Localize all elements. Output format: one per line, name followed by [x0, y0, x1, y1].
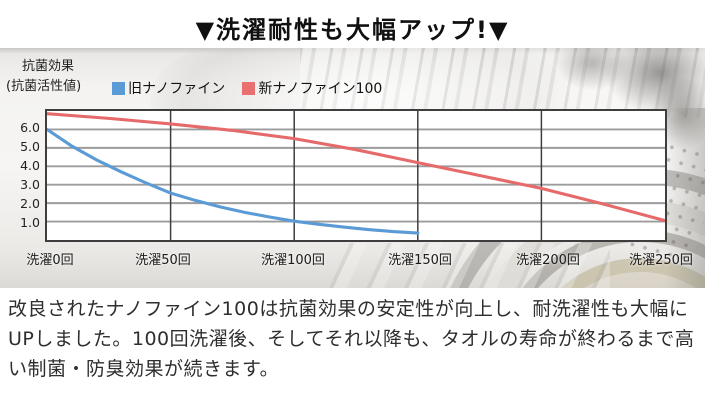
legend-swatch-icon	[112, 81, 125, 95]
series-line	[47, 127, 420, 235]
legend-label: 新ナノファイン100	[258, 81, 383, 97]
line-chart-svg	[47, 111, 665, 240]
y-axis-tick-label: 4.0	[20, 158, 40, 173]
chart-plot-area	[45, 109, 667, 242]
x-axis-tick-label: 洗濯150回	[388, 253, 452, 268]
y-axis-title: 抗菌効果 (抗菌活性値)	[6, 57, 81, 97]
photo-right-shade	[665, 108, 705, 288]
legend-swatch-icon	[242, 81, 256, 95]
y-axis-tick-label: 1.0	[20, 215, 40, 230]
y-axis-title-line2: (抗菌活性値)	[6, 79, 82, 95]
series-line	[47, 112, 665, 223]
x-axis-tick-label: 洗濯0回	[26, 253, 74, 268]
page-title: ▼洗濯耐性も大幅アップ!▼	[195, 16, 510, 44]
y-axis-title-line1: 抗菌効果	[22, 59, 75, 74]
y-axis-tick-label: 3.0	[20, 177, 40, 192]
legend-item: 新ナノファイン100	[242, 78, 382, 98]
x-axis-tick-label: 洗濯250回	[629, 253, 693, 268]
photo-streaks-bottom	[330, 243, 610, 288]
y-axis-tick-label: 5.0	[20, 139, 40, 154]
y-axis-tick-label: 2.0	[20, 196, 40, 211]
x-axis-tick-label: 洗濯50回	[135, 253, 191, 268]
x-axis-tick-label: 洗濯100回	[261, 253, 325, 268]
legend-item: 旧ナノファイン	[112, 78, 225, 98]
description-text: 改良されたナノファイン100は抗菌効果の安定性が向上し、耐洗濯性も大幅にUPしま…	[8, 298, 695, 380]
y-axis-tick-label: 6.0	[20, 120, 40, 135]
legend-label: 旧ナノファイン	[128, 81, 226, 97]
x-axis-tick-label: 洗濯200回	[516, 253, 580, 268]
chart-legend: 旧ナノファイン 新ナノファイン100	[112, 78, 382, 98]
